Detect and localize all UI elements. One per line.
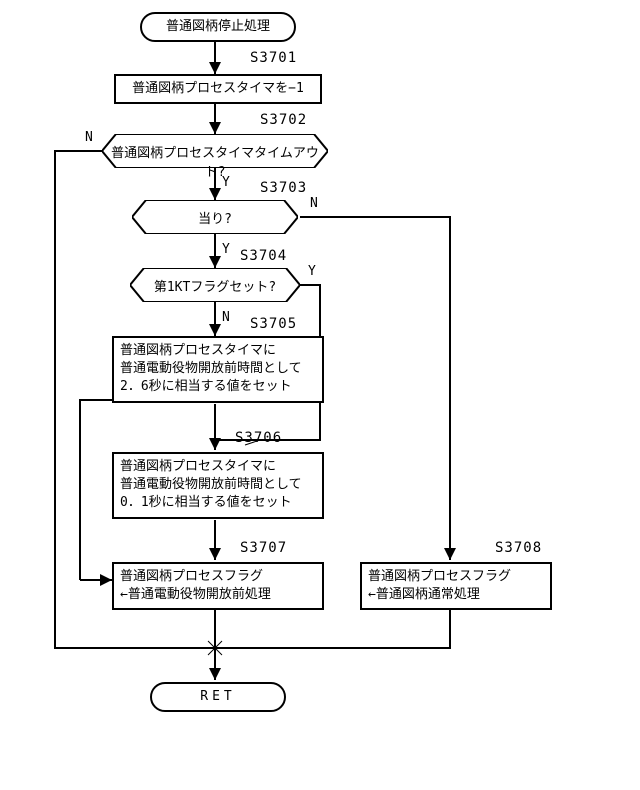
s3703-yes: Y [222,242,230,257]
s3708-l2: ←普通図柄通常処理 [368,586,544,604]
s3705-l2: 普通電動役物開放前時間として [120,360,316,378]
label-s3706: S3706 [235,430,282,446]
label-s3701: S3701 [250,50,297,66]
decision-s3703: 当り? [132,200,298,234]
s3702-no: N [85,130,93,145]
terminal-start: 普通図柄停止処理 [140,12,296,42]
s3703-no: N [310,196,318,211]
s3708-l1: 普通図柄プロセスフラグ [368,568,544,586]
s3704-yes: Y [308,264,316,279]
process-s3707: 普通図柄プロセスフラグ ←普通電動役物開放前処理 [112,562,324,610]
s3706-l3: 0．1秒に相当する値をセット [120,494,316,512]
label-s3703: S3703 [260,180,307,196]
s3706-l1: 普通図柄プロセスタイマに [120,458,316,476]
label-s3708: S3708 [495,540,542,556]
terminal-ret: RET [150,682,286,712]
s3704-no: N [222,310,230,325]
process-s3701: 普通図柄プロセスタイマを−1 [114,74,322,104]
process-s3705: 普通図柄プロセスタイマに 普通電動役物開放前時間として 2．6秒に相当する値をセ… [112,336,324,403]
s3706-l2: 普通電動役物開放前時間として [120,476,316,494]
label-s3705: S3705 [250,316,297,332]
ret-text: RET [200,689,235,704]
s3705-l1: 普通図柄プロセスタイマに [120,342,316,360]
start-text: 普通図柄停止処理 [166,19,270,34]
s3702-text: 普通図柄プロセスタイマタイムアウト? [102,142,328,180]
s3705-l3: 2．6秒に相当する値をセット [120,378,316,396]
s3703-text: 当り? [132,208,298,227]
label-s3702: S3702 [260,112,307,128]
s3701-text: 普通図柄プロセスタイマを−1 [132,81,304,96]
decision-s3704: 第1KTフラグセット? [130,268,300,302]
process-s3706: 普通図柄プロセスタイマに 普通電動役物開放前時間として 0．1秒に相当する値をセ… [112,452,324,519]
s3704-text: 第1KTフラグセット? [130,276,300,295]
s3707-l1: 普通図柄プロセスフラグ [120,568,316,586]
s3707-l2: ←普通電動役物開放前処理 [120,586,316,604]
label-s3704: S3704 [240,248,287,264]
s3702-yes: Y [222,175,230,190]
decision-s3702: 普通図柄プロセスタイマタイムアウト? [102,134,328,168]
process-s3708: 普通図柄プロセスフラグ ←普通図柄通常処理 [360,562,552,610]
label-s3707: S3707 [240,540,287,556]
